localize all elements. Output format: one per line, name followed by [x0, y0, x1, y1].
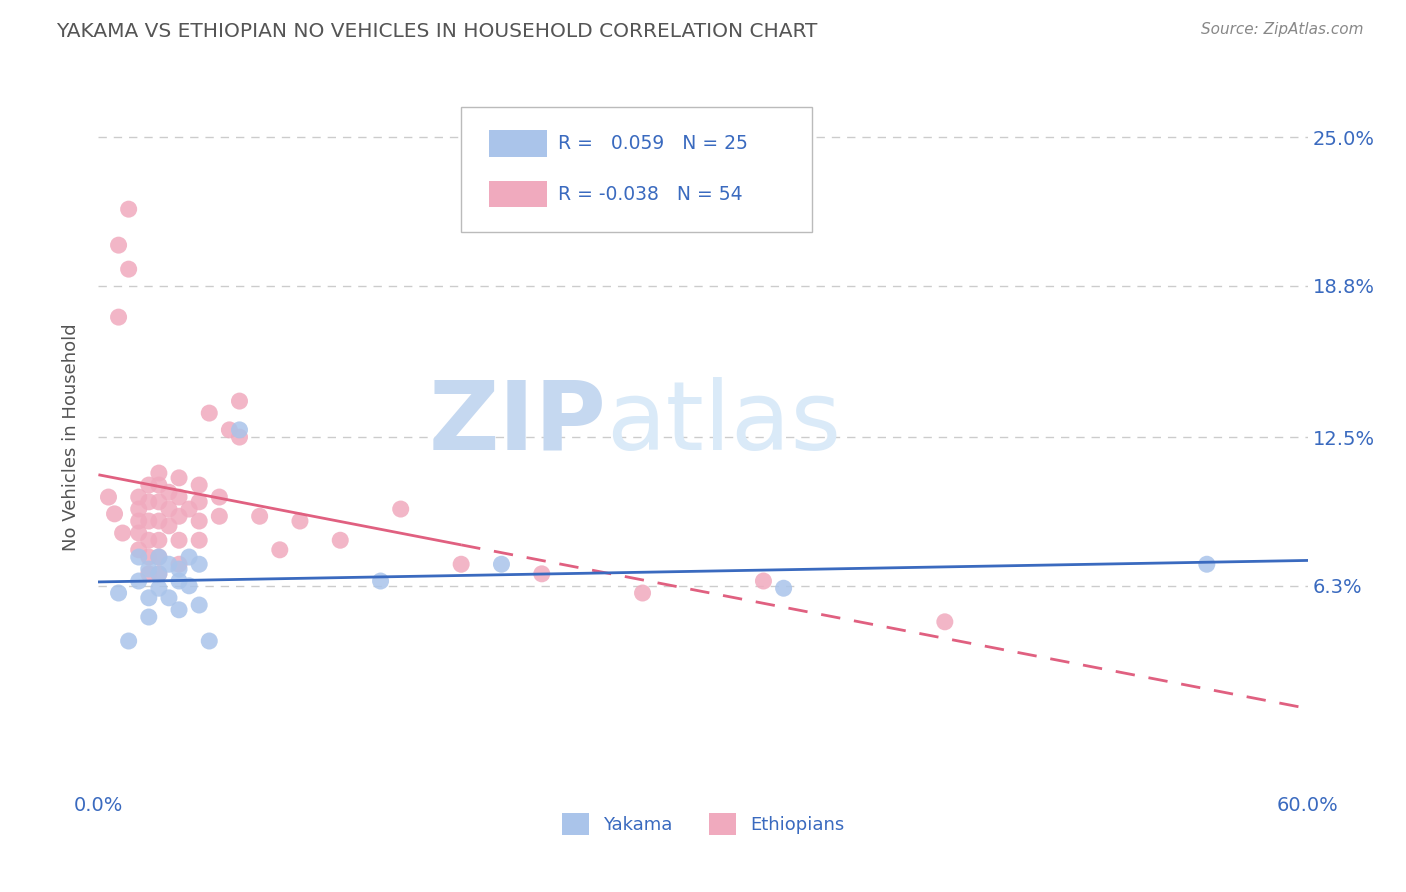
- Point: [167, 471, 190, 485]
- Point: [138, 562, 160, 576]
- Point: [138, 514, 160, 528]
- Point: [138, 591, 160, 605]
- Point: [370, 574, 392, 588]
- Point: [138, 533, 160, 548]
- Text: R =   0.059   N = 25: R = 0.059 N = 25: [558, 134, 748, 153]
- Point: [188, 514, 211, 528]
- Point: [138, 478, 160, 492]
- Point: [148, 478, 170, 492]
- Point: [128, 549, 150, 564]
- Point: [228, 423, 250, 437]
- Bar: [489, 181, 547, 208]
- Point: [249, 509, 271, 524]
- Point: [179, 549, 201, 564]
- Point: [128, 542, 150, 557]
- Text: R = -0.038   N = 54: R = -0.038 N = 54: [558, 185, 742, 203]
- Point: [157, 591, 180, 605]
- Point: [148, 549, 170, 564]
- Point: [148, 549, 170, 564]
- Point: [157, 485, 180, 500]
- Point: [148, 581, 170, 595]
- Point: [128, 526, 150, 541]
- Point: [167, 509, 190, 524]
- Bar: [489, 130, 547, 157]
- Point: [118, 634, 141, 648]
- Point: [148, 514, 170, 528]
- Point: [157, 558, 180, 572]
- Point: [934, 615, 956, 629]
- Point: [179, 502, 201, 516]
- Point: [138, 610, 160, 624]
- Point: [138, 549, 160, 564]
- Point: [188, 598, 211, 612]
- FancyBboxPatch shape: [461, 106, 811, 232]
- Point: [167, 603, 190, 617]
- Point: [128, 502, 150, 516]
- Point: [631, 586, 654, 600]
- Text: YAKAMA VS ETHIOPIAN NO VEHICLES IN HOUSEHOLD CORRELATION CHART: YAKAMA VS ETHIOPIAN NO VEHICLES IN HOUSE…: [56, 22, 818, 41]
- Point: [228, 394, 250, 409]
- Text: Source: ZipAtlas.com: Source: ZipAtlas.com: [1201, 22, 1364, 37]
- Point: [167, 574, 190, 588]
- Point: [491, 558, 513, 572]
- Point: [1195, 558, 1218, 572]
- Point: [208, 490, 231, 504]
- Point: [179, 579, 201, 593]
- Point: [138, 566, 160, 581]
- Point: [157, 519, 180, 533]
- Point: [188, 495, 211, 509]
- Point: [752, 574, 775, 588]
- Point: [107, 586, 129, 600]
- Point: [128, 574, 150, 588]
- Point: [107, 310, 129, 325]
- Point: [772, 581, 794, 595]
- Text: atlas: atlas: [606, 376, 841, 470]
- Point: [167, 490, 190, 504]
- Point: [228, 430, 250, 444]
- Point: [389, 502, 412, 516]
- Point: [148, 495, 170, 509]
- Point: [128, 490, 150, 504]
- Point: [188, 533, 211, 548]
- Point: [269, 542, 291, 557]
- Point: [97, 490, 120, 504]
- Legend: Yakama, Ethiopians: Yakama, Ethiopians: [554, 805, 852, 842]
- Point: [148, 533, 170, 548]
- Point: [118, 262, 141, 277]
- Point: [450, 558, 472, 572]
- Point: [218, 423, 240, 437]
- Point: [188, 478, 211, 492]
- Point: [167, 558, 190, 572]
- Point: [208, 509, 231, 524]
- Point: [138, 495, 160, 509]
- Point: [157, 502, 180, 516]
- Point: [167, 562, 190, 576]
- Point: [288, 514, 311, 528]
- Point: [148, 466, 170, 480]
- Y-axis label: No Vehicles in Household: No Vehicles in Household: [62, 323, 80, 551]
- Point: [167, 533, 190, 548]
- Point: [198, 634, 221, 648]
- Point: [148, 566, 170, 581]
- Point: [111, 526, 134, 541]
- Point: [118, 202, 141, 216]
- Point: [148, 566, 170, 581]
- Point: [128, 514, 150, 528]
- Point: [530, 566, 553, 581]
- Point: [188, 558, 211, 572]
- Text: ZIP: ZIP: [429, 376, 606, 470]
- Point: [107, 238, 129, 252]
- Point: [103, 507, 125, 521]
- Point: [329, 533, 352, 548]
- Point: [198, 406, 221, 420]
